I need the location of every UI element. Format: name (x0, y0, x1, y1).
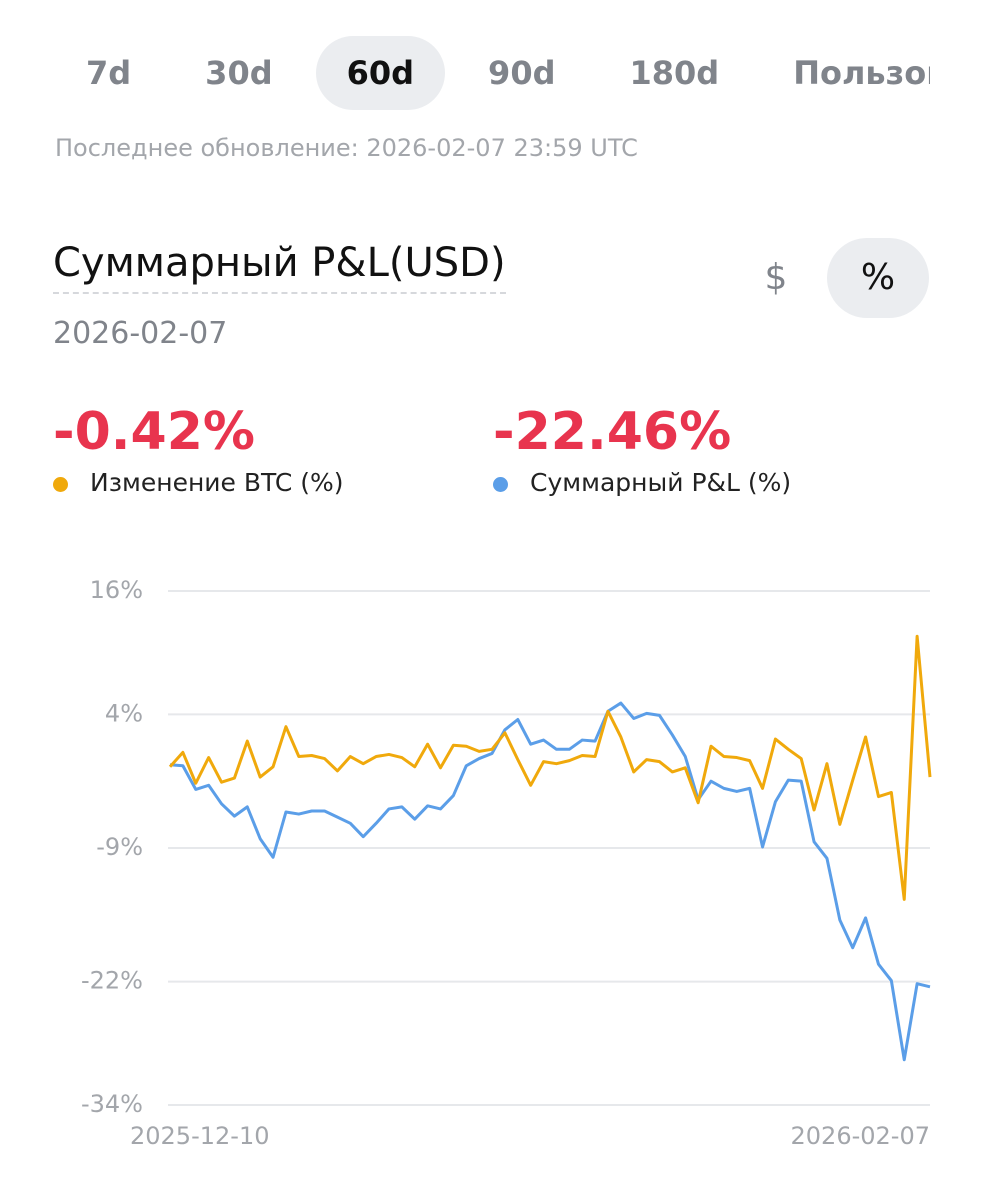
tab[interactable]: 90d (488, 54, 556, 92)
line-series (168, 634, 932, 901)
legend-label: Изменение BTC (%) (90, 468, 344, 497)
legend-item: Суммарный P&L (%) (493, 468, 791, 497)
unit-toggle: $% (725, 238, 929, 318)
x-tick-label: 2025-12-10 (130, 1122, 269, 1150)
legend-dot (53, 476, 68, 492)
unit-button[interactable]: % (827, 238, 929, 318)
legend-item: Изменение BTC (%) (53, 468, 344, 497)
tab[interactable]: 180d (629, 54, 720, 92)
legend-label: Суммарный P&L (%) (530, 468, 792, 497)
tab[interactable]: Пользовательский (793, 54, 930, 92)
stat: -22.46% Суммарный P&L (%) (493, 402, 791, 497)
x-tick-label: 2026-02-07 (791, 1122, 930, 1150)
chart: 16% 4% -9% -22% -34% 2025-12-10 2026-02-07 (81, 576, 932, 1150)
tab[interactable]: 30d (205, 54, 273, 92)
legend-dot (493, 476, 508, 492)
y-tick-label: -9% (96, 833, 143, 861)
y-tick-label: -34% (81, 1090, 143, 1118)
stat: -0.42% Изменение BTC (%) (53, 402, 344, 497)
stat-value: -22.46% (493, 402, 732, 462)
title[interactable]: Суммарный P&L(USD) (53, 240, 506, 294)
tab[interactable]: 7d (86, 54, 132, 92)
date: 2026-02-07 (53, 316, 228, 351)
last-update: Последнее обновление: 2026-02-07 23:59 U… (55, 134, 638, 162)
unit-button[interactable]: $ (764, 257, 788, 298)
stat-value: -0.42% (53, 402, 255, 462)
y-tick-label: 16% (90, 576, 143, 604)
tab[interactable]: 60d (315, 36, 446, 110)
y-tick-label: -22% (81, 967, 143, 995)
y-tick-label: 4% (105, 699, 143, 727)
tab-bar: 7d 30d 60d 90d 180d Пользовательский (55, 36, 930, 110)
line-series (169, 701, 931, 1062)
